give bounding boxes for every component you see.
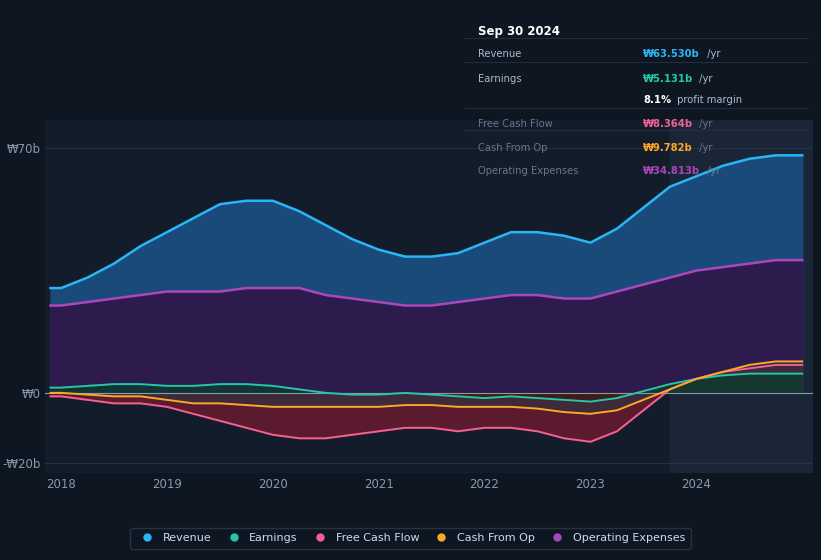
Bar [670, 120, 813, 473]
Text: profit margin: profit margin [673, 95, 741, 105]
Text: /yr: /yr [696, 74, 713, 83]
Text: Earnings: Earnings [478, 74, 521, 83]
Text: ₩9.782b: ₩9.782b [643, 143, 693, 153]
Text: Sep 30 2024: Sep 30 2024 [478, 25, 560, 38]
Text: /yr: /yr [704, 49, 720, 59]
Text: Revenue: Revenue [478, 49, 521, 59]
Text: 8.1%: 8.1% [643, 95, 672, 105]
Text: Cash From Op: Cash From Op [478, 143, 547, 153]
Legend: Revenue, Earnings, Free Cash Flow, Cash From Op, Operating Expenses: Revenue, Earnings, Free Cash Flow, Cash … [131, 528, 690, 549]
Text: ₩34.813b: ₩34.813b [643, 166, 700, 176]
Text: Free Cash Flow: Free Cash Flow [478, 119, 553, 129]
Text: ₩5.131b: ₩5.131b [643, 74, 694, 83]
Text: Operating Expenses: Operating Expenses [478, 166, 578, 176]
Text: /yr: /yr [696, 119, 713, 129]
Text: /yr: /yr [704, 166, 720, 176]
Text: /yr: /yr [696, 143, 713, 153]
Text: ₩8.364b: ₩8.364b [643, 119, 693, 129]
Text: ₩63.530b: ₩63.530b [643, 49, 700, 59]
